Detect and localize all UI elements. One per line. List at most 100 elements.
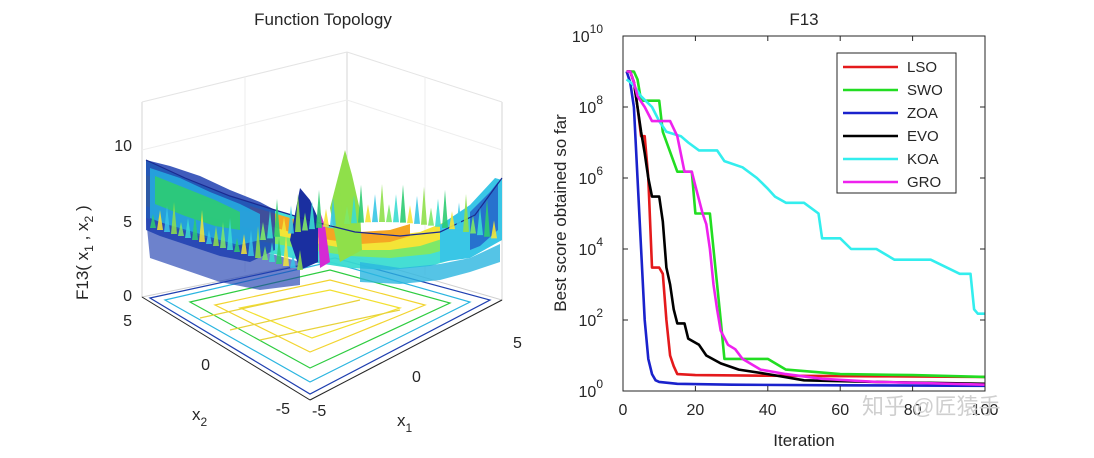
series-line-gro [626, 70, 985, 386]
surface-spikes [150, 184, 497, 270]
surface-spike [276, 238, 282, 264]
legend-label: EVO [907, 128, 939, 145]
surface-spike [484, 198, 490, 237]
surface-spike [309, 201, 315, 230]
y-tick-label: 102 [579, 306, 604, 330]
surface-spike [330, 197, 336, 226]
surface-spike [267, 210, 273, 239]
surface-spike [227, 218, 233, 250]
y-axis-ticks: 100 102 104 106 108 1010 [572, 22, 985, 401]
surface-spike [421, 186, 427, 225]
surface-mesh [145, 150, 503, 290]
surface-spike [491, 220, 497, 239]
legend: LSO SWO ZOA EVO KOA GRO [836, 52, 957, 194]
surface-spike [358, 184, 364, 223]
surface-spike [337, 186, 343, 225]
x2-tick-label: -5 [276, 401, 290, 418]
legend-label: ZOA [907, 105, 938, 122]
surface-spike [192, 214, 198, 240]
surface-spike [157, 210, 163, 230]
x1-tick-label: 0 [412, 369, 421, 386]
y-axis-label: Best score obtained so far [551, 114, 570, 312]
surface-spike [274, 198, 280, 237]
surface-spike [379, 184, 385, 222]
x-tick-label: 40 [759, 402, 777, 419]
legend-entry-swo: SWO [843, 82, 943, 99]
series-line-zoa [625, 71, 985, 388]
z-axis: 0 5 10 F13( x1 , x2 ) [73, 138, 132, 305]
surface-spike [323, 208, 329, 227]
surface-spike [442, 189, 448, 228]
x1-tick-label: -5 [312, 403, 326, 420]
x1-axis-label: x1 [397, 411, 413, 435]
legend-entry-zoa: ZOA [843, 105, 938, 122]
legend-entry-lso: LSO [843, 59, 937, 76]
surface-spike [206, 230, 212, 244]
series-layer [625, 70, 985, 388]
series-line-evo [626, 70, 985, 386]
surface-spike [316, 189, 322, 228]
surface-spike [290, 254, 296, 268]
surface-spike [302, 212, 308, 231]
x-axis-ticks: 0 20 40 60 80 100 [619, 36, 999, 419]
y-tick-label: 108 [579, 93, 604, 117]
surface-spike [178, 222, 184, 236]
surface-spike [213, 226, 219, 246]
surface-spike [241, 234, 247, 254]
x2-tick-label: 0 [201, 357, 210, 374]
legend-label: KOA [907, 151, 939, 168]
x2-axis-label: x2 [192, 405, 208, 429]
surface-spike [262, 246, 268, 260]
x-tick-label: 100 [972, 402, 999, 419]
x-tick-label: 80 [904, 402, 922, 419]
legend-label: GRO [907, 174, 941, 191]
surface-spike [220, 222, 226, 248]
z-tick-label: 10 [114, 138, 132, 155]
surface-spike [283, 234, 289, 266]
surface-spike [269, 242, 275, 262]
surface-spike [435, 198, 441, 227]
x-tick-label: 60 [831, 402, 849, 419]
surface-spike [372, 194, 378, 223]
legend-entry-evo: EVO [843, 128, 939, 145]
legend-entry-gro: GRO [843, 174, 941, 191]
x-tick-label: 0 [619, 402, 628, 419]
surface-spike [281, 217, 287, 236]
surface-spike [171, 202, 177, 234]
x2-tick-label: 5 [123, 313, 132, 330]
surface-spike [400, 184, 406, 223]
x1-tick-label: 5 [513, 335, 522, 352]
surface-spike [393, 194, 399, 223]
surface-spike [365, 204, 371, 223]
chart-title: F13 [789, 10, 818, 29]
legend-entry-koa: KOA [843, 151, 939, 168]
surface-spike [386, 204, 392, 223]
surface-spike [297, 250, 303, 270]
series-line-koa [625, 78, 985, 315]
surface-spike [199, 210, 205, 242]
x1-axis: -5 0 5 x1 [309, 299, 522, 435]
surface-spike [260, 222, 266, 240]
legend-label: LSO [907, 59, 937, 76]
surface-spike [456, 202, 462, 231]
surface-spike [288, 205, 294, 234]
y-tick-label: 104 [579, 235, 604, 259]
surface-spike [164, 206, 170, 232]
legend-label: SWO [907, 82, 943, 99]
surface-spike [414, 195, 420, 224]
surface-plot-title: Function Topology [254, 10, 392, 29]
surface-spike [477, 207, 483, 236]
z-axis-label: F13( x1 , x2 ) [73, 205, 96, 300]
surface-spike [150, 214, 156, 228]
surface-spike [255, 226, 261, 258]
surface-spike [185, 218, 191, 238]
surface-spike [428, 207, 434, 226]
plot-frame [622, 35, 986, 392]
x2-axis: 5 0 -5 x2 [123, 296, 311, 429]
y-tick-label: 1010 [572, 22, 603, 46]
x-tick-label: 20 [687, 402, 705, 419]
watermark-text: 知乎 @匠猿手 [862, 394, 1000, 419]
y-tick-label: 100 [579, 377, 604, 401]
surface-spike [344, 205, 350, 224]
